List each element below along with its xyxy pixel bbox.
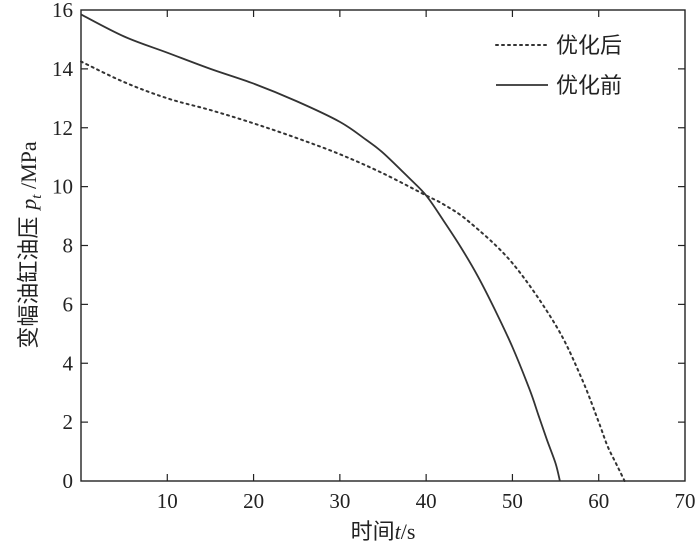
x-tick-label: 20 (243, 489, 264, 513)
x-tick-label: 40 (416, 489, 437, 513)
y-axis-label-sub: t (29, 194, 45, 199)
x-axis-label-unit: /s (401, 519, 416, 544)
y-axis-label-unit: /MPa (16, 141, 41, 194)
y-tick-label: 10 (52, 175, 73, 199)
y-axis-label-text: 变幅油缸油压 (17, 210, 42, 349)
y-tick-label: 8 (63, 234, 74, 258)
x-tick-label: 50 (502, 489, 523, 513)
series-layer (80, 13, 626, 482)
y-tick-label: 16 (52, 0, 73, 22)
y-tick-label: 14 (52, 57, 74, 81)
y-axis: 0 2 4 6 8 10 12 14 16 (52, 0, 685, 493)
x-axis-label: 时间t/s (351, 519, 416, 545)
x-tick-label: 10 (157, 489, 178, 513)
x-tick-label: 30 (329, 489, 350, 513)
x-axis-label-var: t (395, 519, 402, 544)
y-tick-label: 12 (52, 116, 73, 140)
legend-label: 优化前 (556, 74, 622, 99)
series-line-optimized (80, 60, 626, 482)
y-tick-label: 6 (63, 292, 74, 316)
legend-label: 优化后 (556, 34, 622, 59)
x-axis: 10 20 30 40 50 60 70 (157, 10, 696, 513)
y-tick-label: 4 (63, 351, 74, 375)
x-tick-label: 70 (675, 489, 696, 513)
y-tick-label: 0 (63, 469, 74, 493)
y-tick-label: 2 (63, 410, 74, 434)
x-axis-label-text: 时间 (351, 520, 395, 545)
series-line-original (80, 13, 561, 482)
y-axis-label: 变幅油缸油压 pt /MPa (16, 141, 45, 349)
x-tick-label: 60 (588, 489, 609, 513)
y-axis-label-var: p (16, 199, 41, 212)
